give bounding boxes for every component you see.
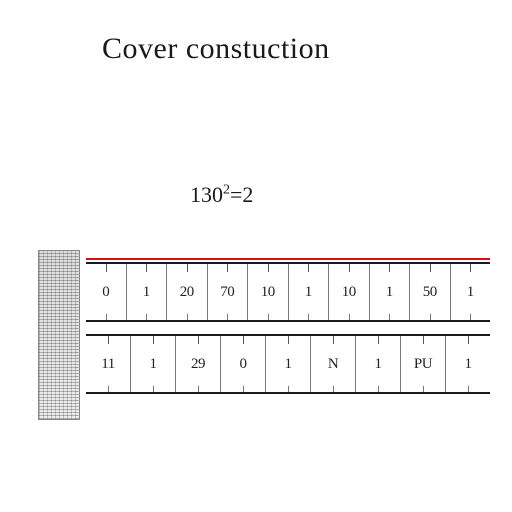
side-texture (38, 250, 80, 420)
scale-cell: 20 (167, 264, 208, 320)
scale-cell: N (311, 336, 356, 392)
equation-base: 130 (190, 182, 223, 207)
equation-rhs: 2 (242, 182, 253, 207)
scale-cell: 70 (208, 264, 249, 320)
red-divider-line (86, 258, 490, 260)
scale-value: N (328, 356, 338, 373)
scale-value: 10 (261, 284, 275, 301)
scale-value: PU (414, 356, 432, 373)
scale-cell: 50 (410, 264, 451, 320)
scale-value: 0 (240, 356, 247, 373)
scale-cell: 11 (86, 336, 131, 392)
scale-row-bottom: 11 1 29 0 1 N 1 PU 1 (86, 334, 490, 394)
scale-cell: 0 (221, 336, 266, 392)
scale-value: 20 (180, 284, 194, 301)
scale-value: 11 (101, 356, 114, 373)
scale-value: 10 (342, 284, 356, 301)
scale-cell: 1 (356, 336, 401, 392)
scale-cell: 10 (329, 264, 370, 320)
scale-value: 70 (220, 284, 234, 301)
scale-value: 1 (465, 356, 472, 373)
scale-cell: 0 (86, 264, 127, 320)
page-title: Cover constuction (102, 32, 330, 66)
scale-value: 1 (150, 356, 157, 373)
scale-value: 1 (375, 356, 382, 373)
equation: 1302=2 (190, 182, 253, 208)
scale-value: 1 (386, 284, 393, 301)
scale-cell: 1 (289, 264, 330, 320)
scale-value: 1 (467, 284, 474, 301)
scale-value: 29 (191, 356, 205, 373)
scale-cell: 1 (131, 336, 176, 392)
scale-cell: 1 (451, 264, 491, 320)
scale-value: 1 (305, 284, 312, 301)
scale-cell: PU (401, 336, 446, 392)
scale-value: 1 (143, 284, 150, 301)
scale-value: 50 (423, 284, 437, 301)
scale-cell: 29 (176, 336, 221, 392)
scale-cell: 1 (446, 336, 490, 392)
scale-cell: 10 (248, 264, 289, 320)
scale-value: 0 (102, 284, 109, 301)
scale-cell: 1 (127, 264, 168, 320)
scale-row-top: 0 1 20 70 10 1 10 1 50 1 (86, 262, 490, 322)
equation-exp: 2 (223, 183, 230, 198)
scale-value: 1 (285, 356, 292, 373)
scale-cell: 1 (370, 264, 411, 320)
scale-cell: 1 (266, 336, 311, 392)
